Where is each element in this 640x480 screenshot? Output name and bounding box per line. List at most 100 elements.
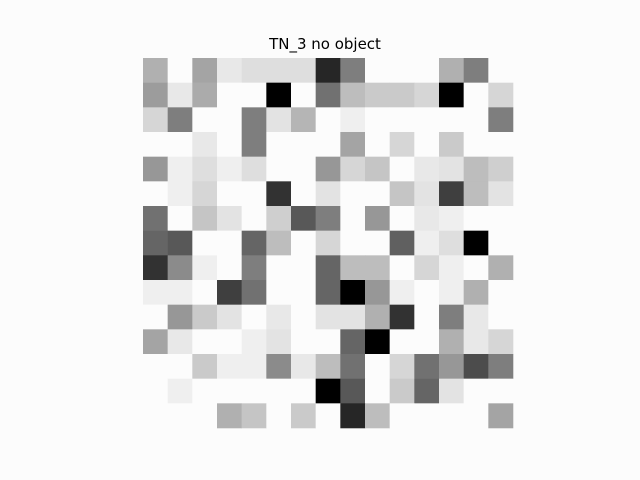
heatmap-cell-r13-c6 — [291, 378, 316, 404]
heatmap-cell-r12-c9 — [365, 354, 390, 379]
heatmap-cell-r7-c4 — [241, 230, 267, 256]
heatmap-cell-r10-c14 — [488, 304, 514, 330]
heatmap-cell-r9-c7 — [315, 280, 341, 305]
heatmap-cell-r12-c11 — [414, 354, 440, 379]
heatmap-cell-r14-c7 — [315, 403, 341, 429]
heatmap-cell-r8-c12 — [439, 255, 464, 281]
heatmap-cell-r6-c8 — [340, 206, 366, 231]
heatmap-cell-r11-c5 — [266, 329, 292, 355]
heatmap-cell-r5-c12 — [439, 181, 464, 207]
heatmap-cell-r8-c2 — [192, 255, 218, 281]
heatmap-cell-r1-c8 — [340, 82, 366, 108]
heatmap-cell-r0-c2 — [192, 58, 218, 83]
heatmap-cell-r11-c14 — [488, 329, 514, 355]
heatmap-cell-r7-c1 — [167, 230, 193, 256]
heatmap-cell-r0-c11 — [414, 58, 440, 83]
heatmap-cell-r9-c3 — [217, 280, 242, 305]
heatmap-cell-r3-c0 — [143, 132, 168, 157]
heatmap-cell-r11-c6 — [291, 329, 316, 355]
heatmap-cell-r3-c8 — [340, 132, 366, 157]
heatmap-cell-r11-c3 — [217, 329, 242, 355]
heatmap-cell-r2-c2 — [192, 107, 218, 133]
heatmap-cell-r13-c9 — [365, 378, 390, 404]
heatmap-cell-r9-c12 — [439, 280, 464, 305]
heatmap-cell-r7-c9 — [365, 230, 390, 256]
heatmap-cell-r3-c5 — [266, 132, 292, 157]
heatmap-cell-r10-c10 — [389, 304, 415, 330]
heatmap-cell-r13-c5 — [266, 378, 292, 404]
heatmap-cell-r2-c14 — [488, 107, 514, 133]
heatmap-cell-r6-c0 — [143, 206, 168, 231]
chart-title: TN_3 no object — [268, 35, 381, 54]
heatmap-cell-r11-c0 — [143, 329, 168, 355]
heatmap-cell-r5-c3 — [217, 181, 242, 207]
heatmap-cell-r8-c11 — [414, 255, 440, 281]
heatmap-cell-r1-c10 — [389, 82, 415, 108]
heatmap-cell-r0-c1 — [167, 58, 193, 83]
heatmap-cell-r10-c4 — [241, 304, 267, 330]
heatmap-cell-r3-c11 — [414, 132, 440, 157]
heatmap-cell-r5-c11 — [414, 181, 440, 207]
heatmap-cell-r11-c9 — [365, 329, 390, 355]
heatmap-cell-r9-c2 — [192, 280, 218, 305]
heatmap-cell-r11-c8 — [340, 329, 366, 355]
heatmap-cell-r7-c12 — [439, 230, 464, 256]
heatmap-cell-r4-c14 — [488, 156, 514, 182]
heatmap-cell-r7-c6 — [291, 230, 316, 256]
heatmap-cell-r4-c12 — [439, 156, 464, 182]
heatmap-cell-r14-c5 — [266, 403, 292, 429]
heatmap-cell-r8-c10 — [389, 255, 415, 281]
heatmap-cell-r9-c9 — [365, 280, 390, 305]
heatmap-cell-r14-c9 — [365, 403, 390, 429]
heatmap-cell-r14-c8 — [340, 403, 366, 429]
heatmap-cell-r8-c13 — [463, 255, 489, 281]
heatmap-cell-r4-c5 — [266, 156, 292, 182]
heatmap-cell-r6-c7 — [315, 206, 341, 231]
heatmap-cell-r2-c11 — [414, 107, 440, 133]
heatmap-cell-r9-c11 — [414, 280, 440, 305]
heatmap-cell-r14-c1 — [167, 403, 193, 429]
heatmap-cell-r1-c11 — [414, 82, 440, 108]
heatmap-cell-r13-c13 — [463, 378, 489, 404]
heatmap-cell-r9-c5 — [266, 280, 292, 305]
heatmap-cell-r10-c13 — [463, 304, 489, 330]
heatmap-cell-r7-c13 — [463, 230, 489, 256]
heatmap-cell-r8-c8 — [340, 255, 366, 281]
heatmap-cell-r1-c5 — [266, 82, 292, 108]
heatmap-cell-r13-c14 — [488, 378, 514, 404]
heatmap-cell-r2-c3 — [217, 107, 242, 133]
heatmap-cell-r6-c2 — [192, 206, 218, 231]
heatmap-cell-r6-c3 — [217, 206, 242, 231]
heatmap-cell-r13-c1 — [167, 378, 193, 404]
heatmap-cell-r12-c4 — [241, 354, 267, 379]
heatmap-cell-r3-c13 — [463, 132, 489, 157]
heatmap-cell-r4-c3 — [217, 156, 242, 182]
heatmap-cell-r13-c10 — [389, 378, 415, 404]
heatmap-cell-r14-c3 — [217, 403, 242, 429]
heatmap-cell-r4-c8 — [340, 156, 366, 182]
heatmap-cell-r0-c0 — [143, 58, 168, 83]
heatmap-cell-r10-c8 — [340, 304, 366, 330]
heatmap-cell-r10-c3 — [217, 304, 242, 330]
heatmap-cell-r1-c13 — [463, 82, 489, 108]
heatmap-cell-r8-c4 — [241, 255, 267, 281]
heatmap-cell-r14-c2 — [192, 403, 218, 429]
heatmap-cell-r13-c8 — [340, 378, 366, 404]
heatmap-cell-r14-c13 — [463, 403, 489, 429]
heatmap-cell-r12-c8 — [340, 354, 366, 379]
heatmap-cell-r12-c13 — [463, 354, 489, 379]
heatmap-cell-r0-c4 — [241, 58, 267, 83]
heatmap-cell-r6-c10 — [389, 206, 415, 231]
heatmap-cell-r1-c12 — [439, 82, 464, 108]
heatmap-cell-r13-c11 — [414, 378, 440, 404]
heatmap-cell-r11-c4 — [241, 329, 267, 355]
heatmap-cell-r5-c8 — [340, 181, 366, 207]
heatmap-cell-r0-c14 — [488, 58, 514, 83]
heatmap-cell-r5-c5 — [266, 181, 292, 207]
heatmap-cell-r14-c10 — [389, 403, 415, 429]
heatmap-cell-r11-c7 — [315, 329, 341, 355]
heatmap-cell-r3-c7 — [315, 132, 341, 157]
heatmap-cell-r2-c1 — [167, 107, 193, 133]
heatmap-cell-r9-c13 — [463, 280, 489, 305]
heatmap-cell-r4-c10 — [389, 156, 415, 182]
